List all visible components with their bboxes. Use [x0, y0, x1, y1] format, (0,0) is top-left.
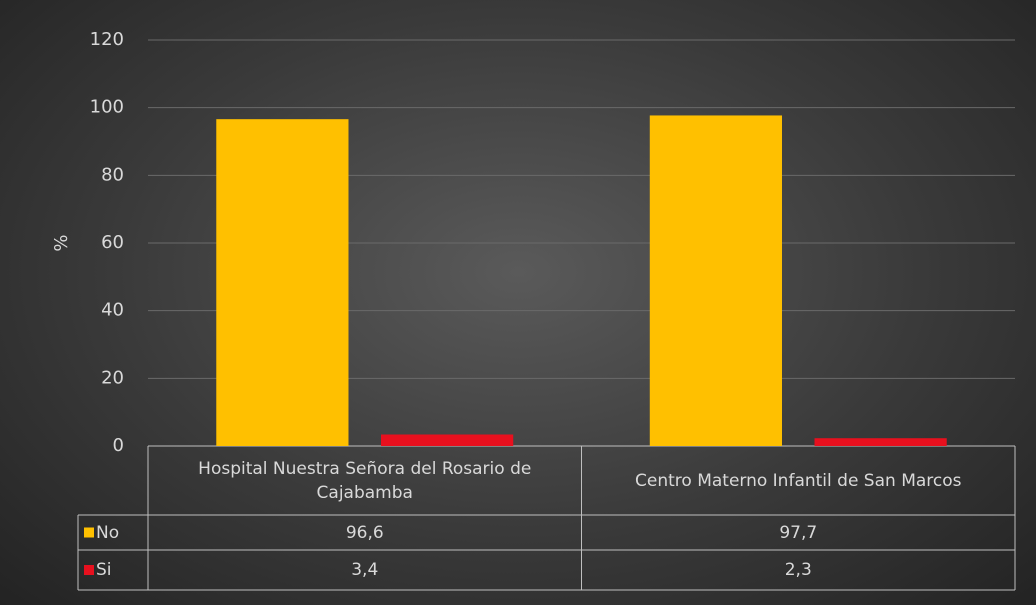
data-label: 97,7	[779, 522, 818, 543]
y-tick-label: 80	[101, 164, 124, 185]
y-tick-label: 0	[113, 435, 124, 456]
data-label: 3,4	[351, 560, 379, 580]
y-tick-label: 40	[101, 300, 124, 321]
bar	[216, 119, 349, 447]
category-label: Centro Materno Infantil de San Marcos	[635, 470, 962, 491]
legend-key	[84, 527, 94, 538]
bar	[649, 115, 782, 446]
y-tick-label: 100	[90, 97, 124, 118]
category-label: Hospital Nuestra Señora del Rosario de C…	[198, 458, 532, 503]
bar	[814, 438, 947, 446]
data-label: 96,6	[345, 522, 384, 543]
legend-label: Si	[96, 560, 112, 580]
y-tick-label: 20	[101, 367, 124, 388]
y-tick-label: 120	[90, 29, 124, 50]
legend-key	[84, 565, 94, 575]
data-label: 2,3	[784, 560, 812, 580]
y-axis-label: %	[51, 234, 72, 251]
bar	[381, 434, 514, 446]
legend-label: No	[96, 522, 120, 543]
y-tick-label: 60	[101, 232, 124, 253]
